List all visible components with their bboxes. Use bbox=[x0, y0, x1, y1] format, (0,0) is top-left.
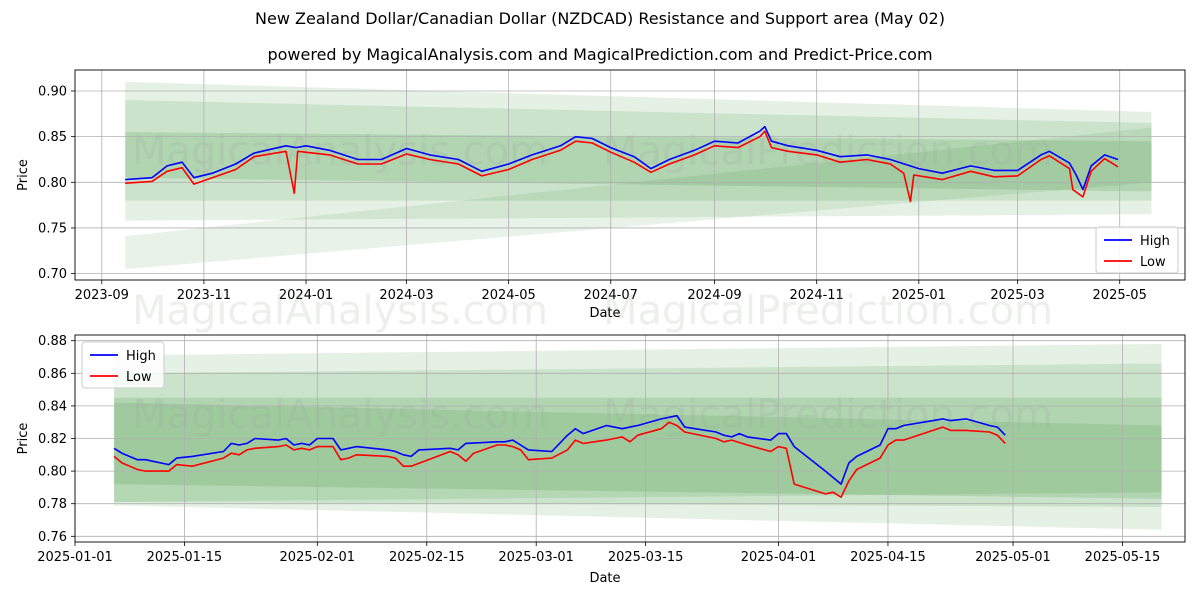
y-tick-label: 0.85 bbox=[38, 130, 67, 145]
y-tick-label: 0.82 bbox=[38, 432, 67, 447]
x-tick-label: 2025-02-01 bbox=[280, 550, 356, 565]
y-tick-label: 0.70 bbox=[38, 267, 67, 282]
x-axis-label: Date bbox=[589, 571, 620, 586]
chart-panel-1: 2023-09 2023-11 2024-01 2024-03 2024-05 2024-… bbox=[16, 69, 1186, 334]
x-tick-label: 2024-11 bbox=[790, 288, 844, 303]
x-tick-label: 2024-03 bbox=[379, 288, 433, 303]
plot-frame bbox=[74, 69, 1186, 281]
series-line-low bbox=[113, 421, 1006, 499]
x-tick-label: 2024-05 bbox=[481, 288, 535, 303]
x-tick-label: 2025-03 bbox=[990, 288, 1044, 303]
x-tick-label: 2023-09 bbox=[75, 288, 129, 303]
x-tick-label: 2023-11 bbox=[177, 288, 231, 303]
y-tick-label: 0.90 bbox=[38, 85, 67, 100]
x-tick-label: 2025-04-01 bbox=[741, 550, 817, 565]
chart-panel-2: 2025-01-01 2025-01-15 2025-02-01 2025-02-15… bbox=[16, 334, 1186, 586]
x-tick-label: 2025-05-15 bbox=[1085, 550, 1161, 565]
watermark-text: MagicalPrediction.com bbox=[603, 288, 1053, 334]
y-tick-label: 0.76 bbox=[38, 530, 67, 545]
chart-title: New Zealand Dollar/Canadian Dollar (NZDC… bbox=[255, 9, 945, 28]
x-tick-label: 2025-01-15 bbox=[147, 550, 223, 565]
watermark-text: MagicalAnalysis.com bbox=[132, 129, 548, 175]
y-tick-label: 0.80 bbox=[38, 465, 67, 480]
legend-label-low: Low bbox=[1140, 255, 1166, 270]
support-resistance-band bbox=[125, 127, 1152, 270]
x-tick-label: 2025-05 bbox=[1093, 288, 1147, 303]
legend-label-low: Low bbox=[126, 370, 152, 385]
y-axis-label: Price bbox=[16, 423, 31, 455]
y-tick-label: 0.80 bbox=[38, 176, 67, 191]
y-tick-label: 0.88 bbox=[38, 334, 67, 349]
x-tick-label: 2025-01 bbox=[892, 288, 946, 303]
support-resistance-band bbox=[125, 81, 1152, 221]
support-resistance-band bbox=[114, 397, 1162, 499]
series-line-high bbox=[125, 125, 1119, 191]
watermark-text: MagicalPrediction.com bbox=[603, 129, 1053, 175]
legend: High Low bbox=[1095, 226, 1179, 274]
x-tick-label: 2025-03-15 bbox=[608, 550, 684, 565]
y-tick-label: 0.78 bbox=[38, 497, 67, 512]
support-resistance-band bbox=[125, 132, 1152, 192]
y-tick-label: 0.84 bbox=[38, 399, 67, 414]
support-resistance-band bbox=[114, 343, 1162, 530]
x-tick-label: 2025-04-15 bbox=[850, 550, 926, 565]
y-tick-label: 0.86 bbox=[38, 367, 67, 382]
plot-frame bbox=[74, 334, 1186, 543]
x-tick-label: 2025-01-01 bbox=[37, 550, 113, 565]
x-tick-label: 2025-05-01 bbox=[975, 550, 1051, 565]
legend: High Low bbox=[81, 341, 165, 389]
legend-label-high: High bbox=[1140, 234, 1170, 249]
x-tick-label: 2025-03-01 bbox=[498, 550, 574, 565]
watermark-text: MagicalAnalysis.com bbox=[132, 392, 548, 438]
legend-label-high: High bbox=[126, 349, 156, 364]
y-axis-label: Price bbox=[16, 159, 31, 191]
support-resistance-band bbox=[125, 100, 1152, 201]
series-line-high bbox=[113, 414, 1006, 485]
series-line-low bbox=[125, 130, 1119, 203]
y-tick-label: 0.75 bbox=[38, 221, 67, 236]
watermark-text: MagicalAnalysis.com bbox=[132, 288, 548, 334]
x-axis-label: Date bbox=[589, 306, 620, 321]
chart-subtitle: powered by MagicalAnalysis.com and Magic… bbox=[267, 45, 933, 64]
x-tick-label: 2024-07 bbox=[584, 288, 638, 303]
x-tick-label: 2024-09 bbox=[687, 288, 741, 303]
x-tick-label: 2024-01 bbox=[279, 288, 333, 303]
x-tick-label: 2025-02-15 bbox=[389, 550, 465, 565]
